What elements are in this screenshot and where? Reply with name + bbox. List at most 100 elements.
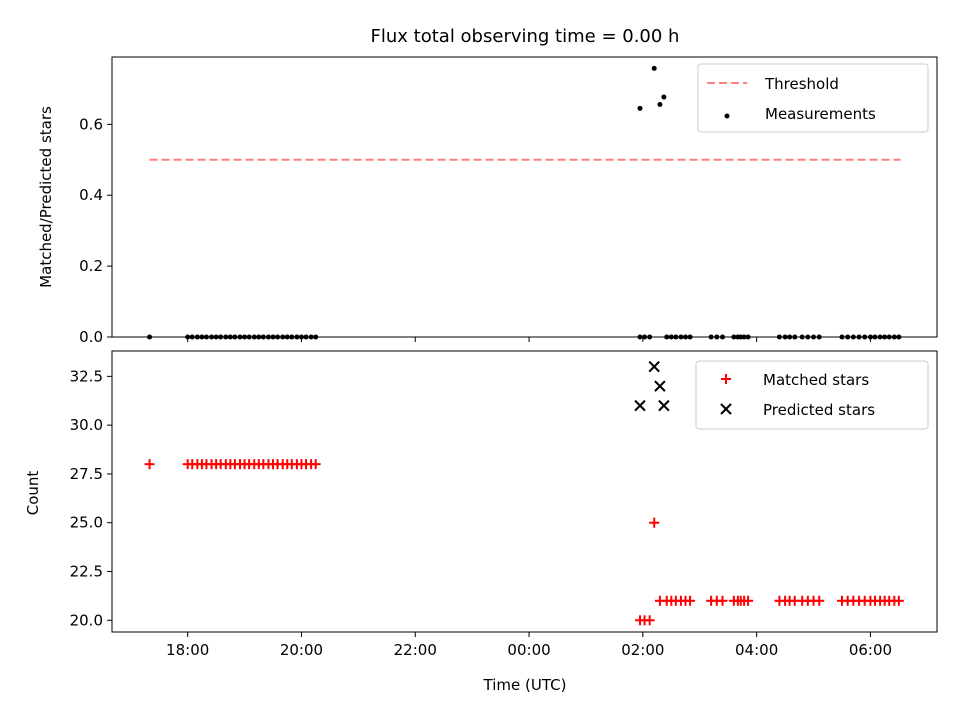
measurement-point — [651, 65, 657, 71]
top-panel: 0.0 0.2 0.4 0.6 Matched/Predicted stars Thr… — [37, 56, 938, 346]
measurement-point — [246, 334, 252, 340]
bottom-plot-marks — [144, 360, 904, 626]
top-legend: Threshold Measurements — [697, 63, 929, 133]
predicted-star-point — [648, 360, 660, 373]
bottom-plot-area — [111, 350, 938, 633]
measurement-point — [251, 334, 257, 340]
measurement-point — [213, 334, 219, 340]
bottom-x-tick-label: 00:00 — [507, 641, 550, 659]
legend-predicted-swatch — [720, 403, 732, 415]
bottom-x-tick-label: 04:00 — [735, 641, 778, 659]
measurement-point — [303, 334, 309, 340]
measurement-point — [265, 334, 271, 340]
bottom-x-tick-label: 02:00 — [621, 641, 664, 659]
measurement-point — [687, 334, 693, 340]
top-y-tick-label: 0.6 — [79, 115, 103, 133]
measurement-point — [882, 334, 888, 340]
measurement-point — [270, 334, 276, 340]
measurement-point — [745, 334, 751, 340]
measurement-point — [657, 101, 663, 107]
bottom-x-tick-label: 20:00 — [280, 641, 323, 659]
measurement-point — [308, 334, 314, 340]
bottom-x-tick-label: 18:00 — [166, 641, 209, 659]
bottom-y-tick-label: 25.0 — [70, 514, 103, 532]
matched-star-point — [644, 615, 655, 626]
top-y-tick-label: 0.0 — [79, 328, 103, 346]
bottom-y-axis-label: Count — [24, 471, 42, 516]
predicted-star-point — [634, 399, 646, 412]
measurement-point — [839, 334, 845, 340]
bottom-y-axis: 20.0 22.5 25.0 27.5 30.0 32.5 — [70, 367, 112, 629]
measurement-point — [776, 334, 782, 340]
measurement-point — [845, 334, 851, 340]
measurement-point — [218, 334, 224, 340]
bottom-y-tick-label: 32.5 — [70, 367, 103, 385]
predicted-star-point — [654, 380, 666, 392]
legend-measurements-swatch — [724, 113, 730, 119]
bottom-legend-box — [695, 360, 929, 430]
measurement-point — [289, 334, 295, 340]
top-y-axis: 0.0 0.2 0.4 0.6 — [79, 115, 112, 346]
measurement-point — [237, 334, 243, 340]
measurement-point — [227, 334, 233, 340]
measurement-point — [294, 334, 300, 340]
top-plot-area — [111, 56, 938, 338]
measurement-point — [637, 334, 643, 340]
measurement-point — [189, 334, 195, 340]
top-y-tick-label: 0.4 — [79, 186, 103, 204]
measurement-point — [862, 334, 868, 340]
measurement-point — [280, 334, 286, 340]
matched-star-point — [685, 595, 696, 606]
measurement-point — [242, 334, 248, 340]
bottom-panel: 20.0 22.5 25.0 27.5 30.0 32.5 18:00 20:00 22:00… — [24, 350, 938, 694]
bottom-legend: Matched stars Predicted stars — [695, 360, 929, 430]
measurement-point — [714, 334, 720, 340]
top-y-axis-label: Matched/Predicted stars — [37, 106, 55, 288]
x-axis-label: Time (UTC) — [483, 676, 567, 694]
top-legend-box — [697, 63, 929, 133]
measurement-point — [782, 334, 788, 340]
measurement-point — [816, 334, 822, 340]
top-x-ticks — [187, 337, 871, 342]
measurement-point — [683, 334, 689, 340]
matched-star-point — [814, 595, 825, 606]
legend-measurements-label: Measurements — [765, 105, 876, 123]
measurement-point — [668, 334, 674, 340]
matched-star-point — [893, 595, 904, 606]
top-y-tick-label: 0.2 — [79, 257, 103, 275]
measurement-point — [275, 334, 281, 340]
measurement-point — [731, 334, 737, 340]
measurement-point — [147, 334, 153, 340]
top-plot-marks — [147, 65, 902, 340]
measurement-point — [209, 334, 215, 340]
bottom-x-tick-label: 22:00 — [394, 641, 437, 659]
bottom-y-tick-label: 30.0 — [70, 416, 103, 434]
measurement-point — [886, 334, 892, 340]
measurement-point — [856, 334, 862, 340]
measurement-point — [708, 334, 714, 340]
bottom-y-tick-label: 22.5 — [70, 563, 103, 581]
matched-star-point — [717, 595, 728, 606]
measurement-point — [877, 334, 883, 340]
measurement-point — [891, 334, 897, 340]
measurement-point — [805, 334, 811, 340]
measurement-point — [872, 334, 878, 340]
measurement-point — [787, 334, 793, 340]
bottom-y-tick-label: 20.0 — [70, 611, 103, 629]
measurement-point — [203, 334, 209, 340]
bottom-x-tick-label: 06:00 — [849, 641, 892, 659]
measurement-point — [637, 105, 643, 111]
legend-threshold-label: Threshold — [764, 75, 839, 93]
matched-star-point — [144, 459, 155, 470]
measurement-point — [284, 334, 290, 340]
measurement-point — [661, 94, 667, 100]
measurement-point — [194, 334, 200, 340]
measurement-point — [232, 334, 238, 340]
measurement-point — [313, 334, 319, 340]
measurement-point — [792, 334, 798, 340]
measurement-point — [199, 334, 205, 340]
legend-matched-label: Matched stars — [763, 371, 869, 389]
predicted-star-point — [658, 399, 670, 412]
measurement-point — [223, 334, 229, 340]
measurement-point — [811, 334, 817, 340]
